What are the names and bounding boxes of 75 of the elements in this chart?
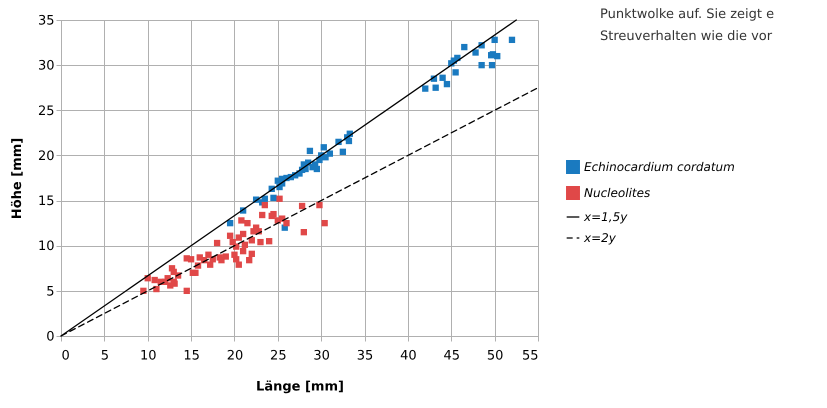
- point: [283, 220, 290, 226]
- point: [452, 69, 459, 76]
- text: Streuverhalten wie die vor: [600, 28, 774, 46]
- point: [262, 196, 268, 202]
- y-tick-label: 0: [46, 330, 54, 344]
- x-axis-title: Länge [mm]: [256, 380, 344, 394]
- point: [340, 148, 346, 155]
- x-tick-label: 30: [313, 348, 330, 364]
- point: [508, 36, 516, 44]
- x-tick-label: 45: [444, 348, 460, 364]
- point: [214, 240, 220, 246]
- point: [306, 148, 314, 154]
- point: [244, 220, 251, 226]
- point: [222, 253, 229, 260]
- legend-label: x=1,5y: [583, 210, 628, 224]
- point: [432, 84, 439, 91]
- point: [478, 62, 485, 68]
- point: [461, 44, 468, 50]
- point: [444, 80, 450, 88]
- x-tick-label: 20: [226, 348, 244, 364]
- point: [314, 166, 320, 172]
- point: [259, 212, 266, 218]
- y-tick-label: 25: [38, 104, 54, 119]
- legend-label: x=2y: [583, 231, 617, 245]
- x-tick-label: 55: [522, 348, 538, 364]
- point: [250, 228, 257, 234]
- point: [276, 196, 283, 202]
- point: [184, 288, 190, 294]
- legend-label: Nucleolites: [584, 186, 650, 200]
- point: [207, 262, 214, 268]
- text: Punktwolke auf. Sie zeigt e: [600, 6, 774, 24]
- point: [226, 232, 234, 239]
- point: [266, 238, 272, 244]
- point: [262, 202, 268, 208]
- y-axis-title: Höhe [mm]: [10, 138, 25, 220]
- y-tick-label: 10: [38, 239, 54, 254]
- x-tick-label: 25: [270, 348, 287, 364]
- point: [298, 202, 306, 210]
- point: [188, 256, 194, 262]
- point: [321, 220, 328, 226]
- point: [248, 250, 255, 258]
- point: [488, 62, 496, 68]
- y-tick-label: 5: [46, 284, 54, 300]
- point: [494, 52, 500, 60]
- y-tick-label: 30: [38, 58, 54, 74]
- point: [320, 144, 327, 150]
- point: [422, 85, 428, 92]
- x-tick-label: 10: [140, 348, 156, 364]
- x-tick-label: 0: [62, 348, 70, 364]
- x-tick-label: 35: [356, 348, 374, 364]
- point: [439, 74, 446, 81]
- x-tick-label: 50: [486, 348, 504, 364]
- point: [326, 150, 334, 157]
- point: [248, 237, 255, 244]
- point: [152, 276, 158, 284]
- point: [491, 36, 498, 44]
- point: [192, 270, 199, 276]
- point: [238, 217, 245, 224]
- point: [270, 194, 277, 202]
- point: [226, 220, 234, 226]
- y-tick-label: 35: [38, 14, 54, 28]
- point: [240, 230, 246, 238]
- point: [246, 257, 252, 264]
- x-tick-label: 15: [183, 348, 200, 364]
- x-tick-label: 40: [400, 348, 417, 364]
- point: [257, 238, 264, 246]
- y-tick-label: 15: [38, 194, 54, 210]
- point: [233, 256, 240, 262]
- x-tick-label: 5: [100, 348, 110, 364]
- point: [240, 248, 246, 254]
- point: [300, 229, 307, 236]
- point: [236, 262, 242, 268]
- legend-label: Echinocardium cordatum: [584, 160, 735, 174]
- point: [242, 242, 248, 248]
- y-tick-label: 20: [38, 148, 54, 164]
